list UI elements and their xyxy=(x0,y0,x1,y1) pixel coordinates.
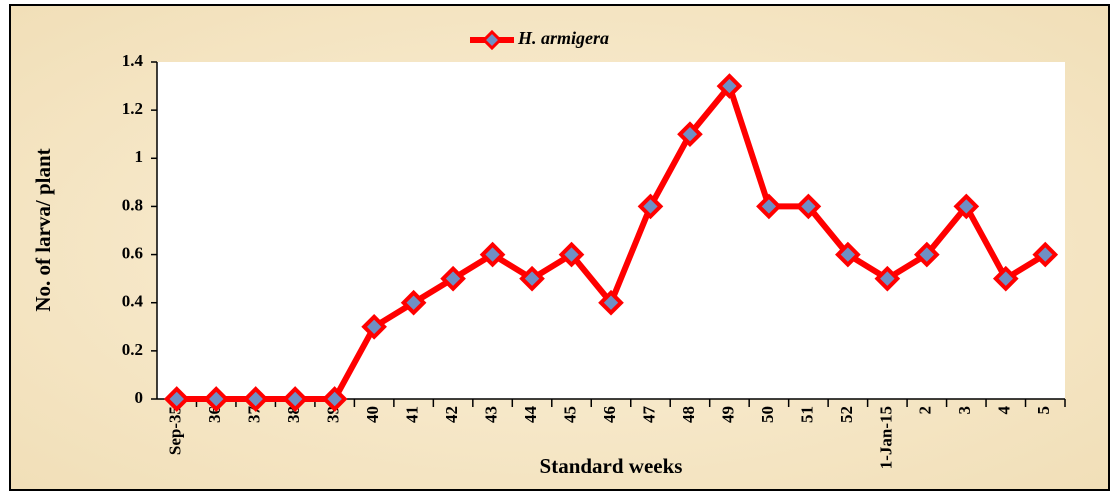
y-tick-label: 0.8 xyxy=(122,195,143,214)
data-point xyxy=(992,265,1019,292)
data-point xyxy=(716,73,743,99)
x-tick-label: 49 xyxy=(718,406,737,423)
x-tick-label: 37 xyxy=(245,406,264,424)
data-point xyxy=(282,386,309,412)
data-point xyxy=(1032,241,1059,268)
x-tick-label: 38 xyxy=(284,406,303,423)
x-tick-label: 5 xyxy=(1034,406,1053,415)
y-tick-label: 0 xyxy=(135,388,144,407)
x-tick-label: 2 xyxy=(916,406,935,415)
x-tick-label: 48 xyxy=(679,406,698,423)
x-tick-label: 47 xyxy=(639,406,658,424)
data-point xyxy=(163,386,190,412)
data-point xyxy=(598,289,624,316)
x-tick-label: 1-Jan-15 xyxy=(876,406,895,469)
data-point xyxy=(835,241,861,268)
x-tick-label: 50 xyxy=(758,406,777,423)
y-tick-label: 0.4 xyxy=(122,292,144,311)
x-tick-label: 36 xyxy=(205,406,224,423)
legend-marker xyxy=(481,29,503,51)
x-tick-label: 4 xyxy=(995,406,1014,415)
data-point xyxy=(242,386,269,412)
data-point xyxy=(361,313,387,340)
y-tick-label: 0.6 xyxy=(122,243,143,262)
x-tick-label: 42 xyxy=(442,406,461,423)
data-point xyxy=(479,241,506,268)
data-point xyxy=(677,121,703,148)
x-tick-label: 51 xyxy=(797,406,816,423)
plot-area xyxy=(157,62,1065,399)
data-point xyxy=(519,265,545,292)
x-tick-label: 52 xyxy=(837,406,856,423)
legend-label: H. armigera xyxy=(517,28,609,48)
y-tick-label: 1.4 xyxy=(122,51,144,70)
data-point xyxy=(874,265,901,292)
x-tick-label: 41 xyxy=(403,406,422,423)
data-point xyxy=(637,193,664,220)
x-tick-label: 44 xyxy=(521,406,540,424)
data-point xyxy=(558,241,585,268)
x-axis-label: Standard weeks xyxy=(540,454,683,478)
y-tick-label: 1 xyxy=(135,147,144,166)
x-tick-label: 46 xyxy=(600,406,619,423)
x-tick-label: 3 xyxy=(955,406,974,415)
x-tick-label: 39 xyxy=(324,406,343,423)
data-point xyxy=(321,386,348,412)
data-point xyxy=(203,386,230,412)
y-tick-label: 0.2 xyxy=(122,340,143,359)
x-tick-label: 45 xyxy=(560,406,579,423)
data-point xyxy=(953,193,980,220)
data-point xyxy=(756,193,782,220)
y-tick-label: 1.2 xyxy=(122,99,143,118)
data-point xyxy=(440,265,466,292)
data-point xyxy=(400,289,427,316)
x-tick-label: 40 xyxy=(363,406,382,423)
y-axis-label: No. of larva/ plant xyxy=(31,148,55,311)
x-tick-label: Sep-35 xyxy=(166,406,185,455)
x-tick-label: 43 xyxy=(481,406,500,423)
data-point xyxy=(795,193,822,220)
data-point xyxy=(913,241,940,268)
